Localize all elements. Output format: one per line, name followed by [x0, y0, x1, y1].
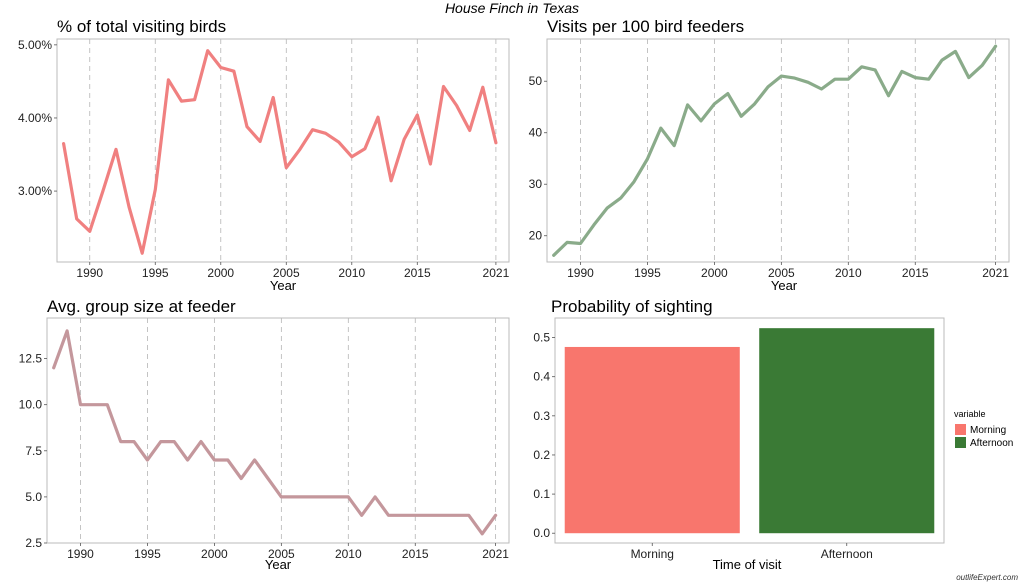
pct-visiting-birds-panel: % of total visiting birds 1990 1995 2000 20…	[18, 17, 510, 293]
x-tick-label: Morning	[631, 547, 674, 561]
x-axis: 1990 1995 2000 2005 2010 2015 2021	[76, 262, 510, 280]
panel-title: Probability of sighting	[551, 297, 713, 316]
x-tick-label: 2015	[404, 266, 431, 280]
legend-swatch	[955, 424, 966, 435]
y-axis: 3.00% 4.00% 5.00%	[18, 38, 57, 198]
y-tick-label: 5.00%	[18, 38, 52, 52]
x-axis-label: Year	[270, 278, 297, 293]
x-axis: 1990 1995 2000 2005 2010 2015 2021	[567, 262, 1009, 280]
x-tick-label: 1990	[67, 547, 94, 561]
plot-border	[554, 317, 945, 544]
y-tick-label: 2.5	[25, 536, 42, 550]
data-line	[552, 44, 998, 257]
y-tick-label: 5.0	[25, 490, 42, 504]
x-tick-label: 2005	[268, 547, 295, 561]
y-tick-label: 20	[529, 229, 543, 243]
series-line	[52, 329, 498, 536]
panel-title: Visits per 100 bird feeders	[547, 17, 744, 36]
x-axis-label: Year	[265, 557, 292, 572]
x-tick-label: 2000	[201, 547, 228, 561]
y-tick-label: 0.1	[533, 487, 550, 501]
y-tick-label: 10.0	[19, 398, 43, 412]
x-tick-label: 2005	[768, 266, 795, 280]
y-tick-label: 30	[529, 177, 543, 191]
x-axis-label: Year	[771, 278, 798, 293]
x-tick-label: 1995	[142, 266, 169, 280]
y-tick-label: 4.00%	[18, 111, 52, 125]
data-line	[61, 49, 498, 255]
x-tick-label: 2000	[701, 266, 728, 280]
x-tick-label: 2015	[902, 266, 929, 280]
probability-of-sighting-panel: Probability of sighting Morning Afternoon…	[533, 297, 1013, 572]
y-tick-label: 3.00%	[18, 184, 52, 198]
bars	[564, 328, 935, 534]
legend-label: Afternoon	[970, 438, 1013, 449]
y-tick-label: 12.5	[19, 352, 43, 366]
x-tick-label: 1990	[76, 266, 103, 280]
panel-title: Avg. group size at feeder	[47, 297, 236, 316]
y-tick-label: 50	[529, 74, 543, 88]
y-tick-label: 0.3	[533, 409, 550, 423]
data-line	[52, 329, 498, 536]
y-axis: 20 30 40 50	[529, 74, 547, 243]
x-axis: Morning Afternoon	[631, 543, 873, 561]
x-axis: 1990 1995 2000 2005 2010 2015 2021	[67, 543, 509, 561]
y-tick-label: 0.4	[533, 370, 550, 384]
watermark: outlifeExpert.com	[956, 573, 1018, 582]
x-tick-label: 1995	[134, 547, 161, 561]
x-axis-label: Time of visit	[713, 557, 782, 572]
y-tick-label: 7.5	[25, 444, 42, 458]
series-line	[61, 49, 498, 255]
legend-title: variable	[954, 409, 986, 419]
x-tick-label: 2005	[273, 266, 300, 280]
x-tick-label: 2021	[482, 547, 509, 561]
x-tick-label: 2010	[335, 547, 362, 561]
x-tick-label: 2010	[835, 266, 862, 280]
panel-title: % of total visiting birds	[57, 17, 226, 36]
figure-title: House Finch in Texas	[445, 0, 579, 16]
gridlines	[89, 39, 497, 262]
y-tick-label: 0.2	[533, 448, 550, 462]
x-tick-label: 2015	[402, 547, 429, 561]
legend-swatch	[955, 437, 966, 448]
x-tick-label: 2000	[207, 266, 234, 280]
x-tick-label: 2021	[483, 266, 510, 280]
y-tick-label: 0.5	[533, 331, 550, 345]
legend-label: Morning	[970, 425, 1006, 436]
bar	[564, 346, 740, 534]
bar	[759, 328, 935, 534]
plot-border	[56, 38, 510, 263]
x-tick-label: 2021	[982, 266, 1009, 280]
avg-group-size-panel: Avg. group size at feeder 1990 1995 2000 20…	[19, 297, 510, 572]
plot-border	[46, 317, 510, 544]
x-tick-label: 2010	[338, 266, 365, 280]
y-axis: 0.0 0.1 0.2 0.3 0.4 0.5	[533, 331, 555, 540]
gridlines	[80, 318, 497, 543]
y-tick-label: 40	[529, 126, 543, 140]
y-axis: 2.5 5.0 7.5 10.0 12.5	[19, 352, 47, 550]
visits-per-feeders-panel: Visits per 100 bird feeders 1990 1995 2000…	[529, 17, 1010, 293]
x-tick-label: 1990	[567, 266, 594, 280]
legend: variable Morning Afternoon	[954, 409, 1013, 449]
y-tick-label: 0.0	[533, 526, 550, 540]
x-tick-label: 1995	[634, 266, 661, 280]
x-tick-label: Afternoon	[821, 547, 873, 561]
series-line	[552, 44, 998, 257]
plot-border	[546, 38, 1010, 263]
